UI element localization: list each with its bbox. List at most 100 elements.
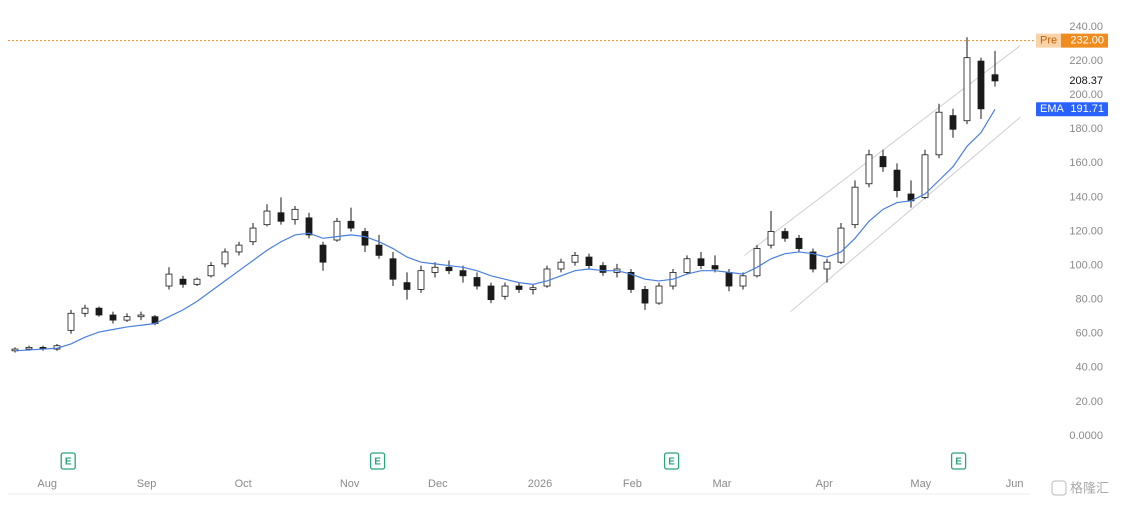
candle-body xyxy=(851,186,859,226)
x-tick-label: Aug xyxy=(37,478,57,490)
candle-body xyxy=(977,60,985,110)
y-tick-label: 100.00 xyxy=(1069,259,1103,271)
earnings-marker xyxy=(369,452,386,470)
y-tick-label: 200.00 xyxy=(1069,89,1103,101)
candle-body xyxy=(235,244,243,253)
candle-body xyxy=(711,265,719,270)
earnings-label: E xyxy=(374,457,381,468)
candle-body xyxy=(949,115,957,130)
candle-body xyxy=(25,346,33,350)
x-tick-label: Nov xyxy=(340,478,360,490)
x-tick-label: Sep xyxy=(137,478,157,490)
candle-body xyxy=(389,258,397,280)
candle-body xyxy=(641,289,649,304)
earnings-label: E xyxy=(668,457,675,468)
ema-tag-name: EMA xyxy=(1040,103,1065,115)
candle-body xyxy=(375,244,383,256)
candle-body xyxy=(571,254,579,263)
ema-line xyxy=(14,108,996,352)
candle-body xyxy=(459,270,467,277)
candle-body xyxy=(655,285,663,304)
ema-tag-bg xyxy=(1036,102,1108,117)
candle-body xyxy=(501,285,509,297)
candle-body xyxy=(487,285,495,301)
y-tick-label: 220.00 xyxy=(1069,55,1103,67)
y-tick-label: 60.00 xyxy=(1075,328,1103,340)
earnings-marker xyxy=(663,452,680,470)
watermark: 格隆汇 xyxy=(1070,480,1109,495)
candle-body xyxy=(109,314,117,321)
candle-body xyxy=(585,256,593,266)
candle-body xyxy=(753,248,761,277)
candle-body xyxy=(599,265,607,273)
candle-body xyxy=(963,57,971,122)
y-tick-label: 160.00 xyxy=(1069,157,1103,169)
candle-body xyxy=(67,312,75,331)
premarket-tag-value: 232.00 xyxy=(1070,35,1104,47)
candle-body xyxy=(431,266,439,273)
premarket-tag-value-bg xyxy=(1061,33,1108,48)
x-tick-label: 2026 xyxy=(528,478,552,490)
x-tick-label: Feb xyxy=(623,478,642,490)
x-tick-label: Oct xyxy=(235,478,252,490)
x-tick-label: Jun xyxy=(1006,478,1024,490)
candle-body xyxy=(263,210,271,226)
candle-body xyxy=(165,273,173,287)
trend-line xyxy=(744,45,1021,256)
candle-body xyxy=(207,265,215,277)
candle-body xyxy=(137,314,145,318)
y-tick-label: 80.00 xyxy=(1075,294,1103,306)
candle-body xyxy=(865,154,873,185)
x-tick-label: Apr xyxy=(816,478,833,490)
candle-body xyxy=(417,270,425,290)
candle-body xyxy=(291,208,299,220)
y-tick-label: 180.00 xyxy=(1069,123,1103,135)
trend-line xyxy=(790,116,1021,312)
candle-body xyxy=(333,220,341,241)
candle-body xyxy=(319,244,327,263)
y-tick-label: 40.00 xyxy=(1075,362,1103,374)
y-tick-label: 240.00 xyxy=(1069,21,1103,33)
candle-body xyxy=(515,285,523,290)
y-tick-label: 120.00 xyxy=(1069,225,1103,237)
candle-body xyxy=(123,316,131,321)
x-tick-label: Mar xyxy=(713,478,732,490)
ema-tag-value: 191.71 xyxy=(1070,103,1104,115)
y-tick-label: 0.0000 xyxy=(1069,430,1103,442)
candle-body xyxy=(305,217,313,236)
candle-body xyxy=(767,231,775,246)
y-tick-label: 20.00 xyxy=(1075,396,1103,408)
candle-body xyxy=(193,278,201,285)
candle-body xyxy=(893,169,901,191)
last-price: 208.37 xyxy=(1069,75,1103,87)
candle-body xyxy=(403,282,411,290)
candle-body xyxy=(823,261,831,270)
candle-body xyxy=(81,307,89,314)
candle-body xyxy=(809,251,817,270)
earnings-marker xyxy=(950,452,967,470)
candle-body xyxy=(697,258,705,266)
x-tick-label: May xyxy=(910,478,931,490)
candle-body xyxy=(473,277,481,287)
candle-body xyxy=(543,268,551,287)
candle-body xyxy=(837,227,845,263)
x-tick-label: Dec xyxy=(428,478,448,490)
earnings-marker xyxy=(60,452,76,470)
candle-body xyxy=(879,156,887,168)
candle-body xyxy=(179,278,187,285)
candle-body xyxy=(361,231,369,246)
candle-body xyxy=(991,74,999,82)
candle-body xyxy=(739,275,747,287)
candle-body xyxy=(347,220,355,229)
candle-body xyxy=(221,251,229,265)
candle-body xyxy=(95,307,103,316)
candle-body xyxy=(277,212,285,222)
candle-body xyxy=(529,287,537,290)
premarket-tag-name: Pre xyxy=(1040,35,1057,47)
premarket-tag-name-bg xyxy=(1036,33,1061,48)
candle-body xyxy=(683,258,691,273)
candle-body xyxy=(557,261,565,270)
earnings-label: E xyxy=(955,457,962,468)
candle-body xyxy=(627,271,635,290)
